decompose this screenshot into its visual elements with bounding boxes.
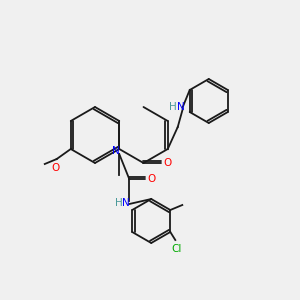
Text: N: N (177, 102, 184, 112)
Text: Cl: Cl (171, 244, 181, 254)
Text: O: O (147, 174, 155, 184)
Text: O: O (164, 158, 172, 168)
Text: N: N (112, 146, 120, 156)
Text: H: H (169, 102, 177, 112)
Text: O: O (52, 163, 60, 173)
Text: N: N (122, 198, 130, 208)
Text: H: H (116, 198, 123, 208)
